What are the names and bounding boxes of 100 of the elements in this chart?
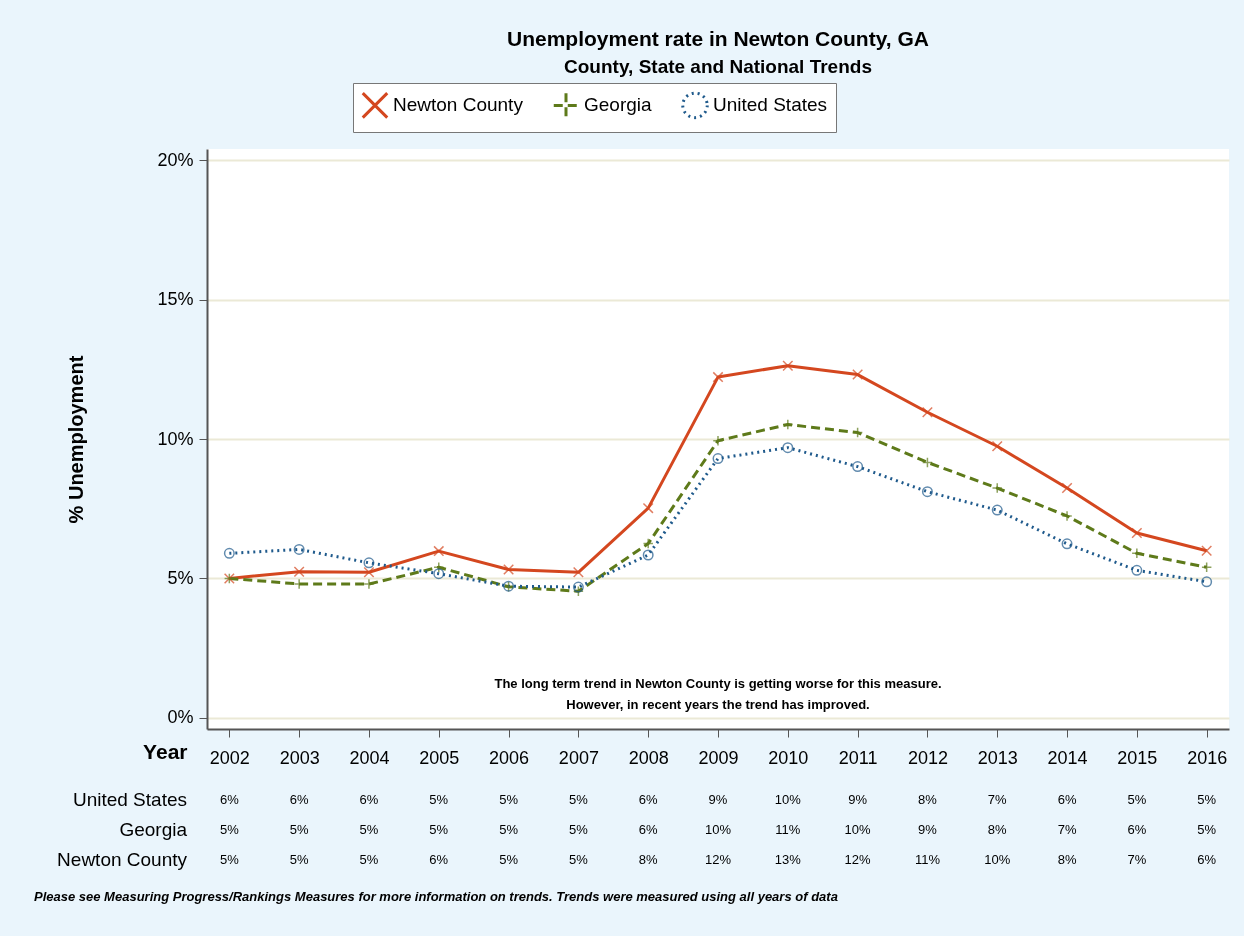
legend-label: United States [713,94,828,116]
data-label: 9% [848,792,868,807]
point [363,566,375,578]
data-label: 5% [359,822,379,837]
point [363,578,375,590]
x-tick-label: 2008 [628,747,669,768]
data-label: 11% [775,822,801,837]
x-tick-label: 2004 [349,747,390,768]
data-label: 5% [1197,822,1217,837]
data-label: 6% [219,792,240,807]
point [1061,482,1073,494]
point [852,427,864,439]
data-label: 9% [708,792,728,807]
point [921,456,933,468]
data-label: 8% [918,792,938,807]
x-tick-label: 2006 [489,747,530,768]
x-tick-label: 2007 [558,747,599,768]
x-tick-label: 2003 [279,747,320,768]
point [503,564,515,575]
data-label: 12% [844,852,872,867]
data-label: 8% [1057,852,1077,867]
text: Please see Measuring Progress/Rankings Measures for more information on trends. Trends were measured using all years of data [34,889,838,904]
data-label: 6% [1197,852,1217,867]
data-label: 5% [499,852,519,867]
data-label: 5% [499,792,519,807]
point [712,453,724,464]
x-tick-label: 2011 [838,747,878,768]
data-label: 5% [429,792,449,807]
chart-subtitle: County, State and National Trends [564,55,872,77]
x-axis-title: Year [143,739,188,763]
data-label: 9% [918,822,938,837]
data-label: 10% [704,822,732,837]
data-label: 5% [289,852,309,867]
point [921,486,933,498]
data-label: 10% [984,852,1011,867]
point [433,545,445,557]
data-label: 6% [289,792,309,807]
data-label: 5% [1197,792,1217,807]
data-label: 6% [429,852,449,867]
data-label: 13% [774,852,802,867]
x-tick-label: 2010 [768,747,809,768]
text: Georgia [119,819,187,840]
point [1201,545,1213,557]
point [712,371,724,383]
point [293,543,305,555]
text: Newton County [57,849,187,870]
point [852,369,864,381]
data-label: 7% [987,792,1008,807]
y-tick-label: 20% [157,149,194,170]
x-tick-label: 2009 [698,747,739,768]
data-label: 5% [359,852,379,867]
data-label: 8% [987,822,1008,837]
point [852,461,864,473]
point [642,549,654,561]
point [363,557,375,569]
data-label: 6% [359,792,379,807]
point [1061,538,1073,550]
data-label: 5% [499,822,519,837]
data-label: 7% [1057,822,1077,837]
data-label: 5% [568,792,589,807]
x-tick-label: 2015 [1117,747,1158,768]
x-tick-label: 2016 [1187,747,1228,768]
point [782,360,794,372]
point [1201,576,1213,588]
y-axis-title: % Unemployment [65,355,88,524]
data-label: 6% [638,822,659,837]
data-label: 12% [704,852,732,867]
data-label: 5% [568,822,589,837]
point [572,566,584,578]
point [782,419,794,430]
data-label: 5% [289,822,309,837]
point [642,502,654,514]
y-tick-label: 10% [157,428,194,449]
point [1131,564,1143,576]
data-label: 10% [844,822,872,837]
y-tick-label: 15% [157,289,194,310]
x-tick-label: 2005 [419,747,460,768]
data-label: 5% [1127,792,1147,807]
annotation: However, in recent years the trend has improved. [566,697,870,712]
legend-label: Newton County [393,94,524,116]
point [572,581,584,593]
data-label: 5% [219,822,240,837]
x-tick-label: 2002 [209,747,250,768]
data-label: 8% [638,852,659,867]
legend-label: Georgia [584,94,653,116]
x-tick-label: 2013 [977,747,1018,768]
data-label: 6% [638,792,659,807]
point [991,504,1003,516]
data-label: 11% [914,852,941,867]
point [782,442,794,454]
point [991,440,1003,452]
point [921,406,933,418]
x-tick-label: 2012 [907,747,948,768]
y-tick-label: 5% [167,567,194,588]
point [642,538,654,550]
point [223,547,235,559]
data-label: 5% [429,822,449,837]
point [572,585,584,597]
point [1201,561,1213,573]
text: United States [72,789,187,810]
